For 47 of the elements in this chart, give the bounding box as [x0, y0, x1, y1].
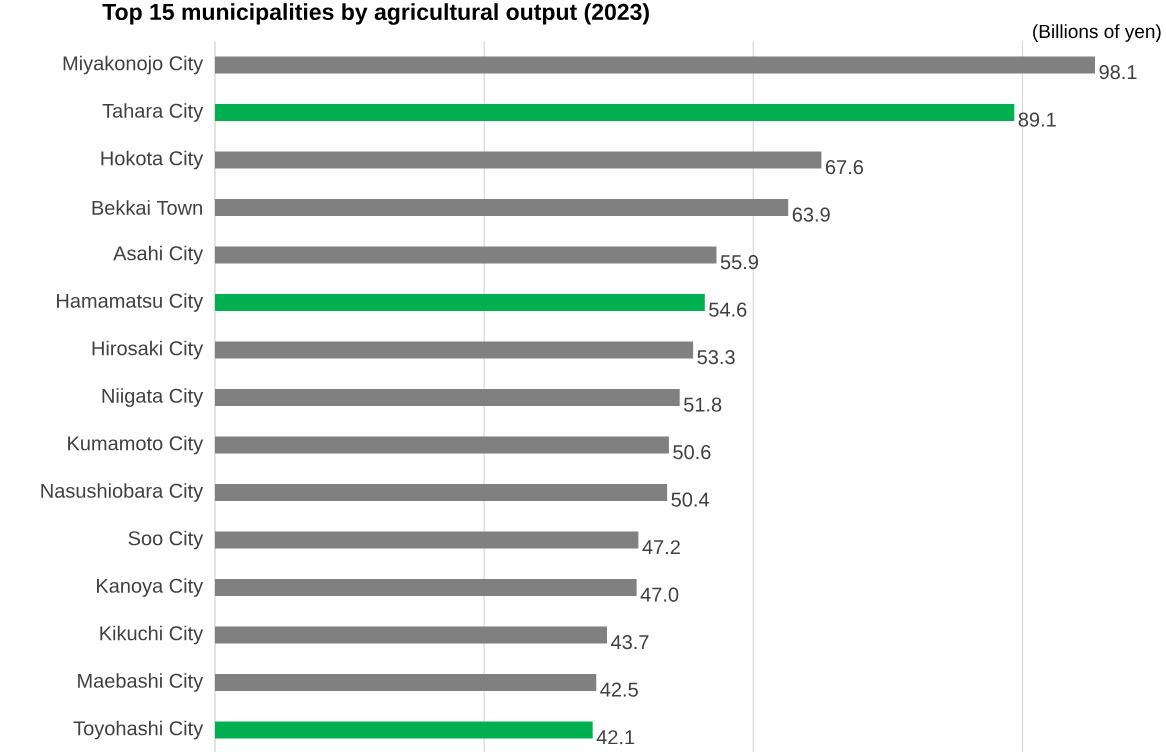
bar — [215, 199, 789, 216]
bar — [215, 294, 705, 311]
bar — [215, 721, 593, 739]
y-tick-label: Miyakonojo City — [63, 55, 204, 75]
y-tick-label: Soo City — [128, 530, 204, 550]
data-label: 50.6 — [673, 445, 711, 460]
data-label: 43.7 — [611, 635, 649, 650]
y-tick-label: Hirosaki City — [92, 340, 204, 360]
y-tick-label: Hokota City — [101, 150, 204, 170]
y-tick-label: Kikuchi City — [100, 625, 204, 645]
bar — [215, 56, 1096, 74]
bar — [215, 579, 637, 597]
y-tick-label: Tahara City — [102, 103, 204, 122]
data-label: 67.6 — [825, 160, 863, 175]
chart-title: Top 15 municipalities by agricultural output (2023) — [102, 3, 649, 25]
data-label: 98.1 — [1099, 65, 1137, 80]
data-label: 50.4 — [671, 492, 709, 507]
data-label: 63.9 — [792, 207, 830, 222]
bar — [215, 104, 1015, 121]
y-tick-label: Toyohashi City — [73, 720, 204, 740]
y-tick-label: Bekkai Town — [92, 200, 202, 215]
data-label: 42.1 — [596, 730, 635, 745]
bar — [215, 674, 597, 692]
data-label: 54.6 — [709, 302, 747, 317]
data-label: 53.3 — [697, 350, 735, 365]
y-tick-label: Kumamoto City — [68, 435, 204, 455]
y-tick-label: Niigata City — [102, 388, 204, 407]
y-tick-label: Asahi City — [113, 245, 204, 265]
data-label: 89.1 — [1018, 112, 1056, 127]
bar — [215, 389, 680, 407]
data-label: 47.0 — [640, 587, 679, 602]
y-tick-label: Nasushiobara City — [41, 483, 204, 502]
data-label: 51.8 — [684, 397, 722, 412]
y-tick-label: Maebashi City — [78, 673, 204, 692]
data-label: 55.9 — [720, 255, 758, 270]
annotation: (Billions of yen) — [1033, 24, 1161, 42]
bar — [215, 246, 717, 264]
y-tick-label: Hamamatsu City — [57, 293, 204, 312]
bar — [215, 341, 694, 359]
y-tick-label: Kanoya City — [97, 578, 204, 597]
bar — [215, 436, 669, 454]
bar — [215, 626, 608, 644]
bar — [215, 484, 668, 501]
data-label: 47.2 — [642, 540, 680, 555]
bar — [215, 531, 639, 549]
data-label: 42.5 — [600, 682, 638, 697]
bar — [215, 151, 822, 169]
